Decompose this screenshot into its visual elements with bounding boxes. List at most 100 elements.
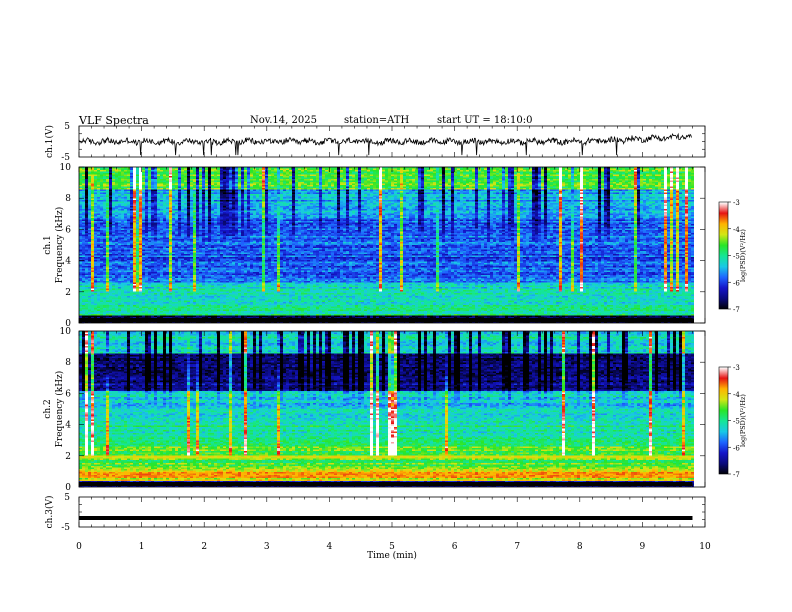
- spec1-cell: [325, 169, 328, 171]
- spec1-cell: [286, 173, 289, 175]
- spec1-cell: [646, 169, 649, 171]
- spec1-cell: [448, 173, 451, 175]
- spec1-cell: [682, 172, 685, 174]
- spec1-cell: [598, 170, 601, 172]
- spec1-cell: [385, 169, 388, 171]
- spec1-cell: [481, 172, 484, 174]
- spec1-cell: [415, 169, 418, 171]
- spec1-cell: [133, 172, 136, 174]
- spec1-cell: [301, 173, 304, 175]
- spec1-cell: [667, 170, 670, 172]
- spec1-cell: [430, 169, 433, 171]
- spec1-cell: [157, 173, 160, 175]
- spec1-cell: [595, 169, 598, 171]
- spec1-cell: [583, 169, 586, 171]
- spec1-cell: [337, 169, 340, 171]
- spec1-cell: [292, 170, 295, 172]
- spec1-cell: [628, 170, 631, 172]
- spec1-cell: [334, 169, 337, 171]
- spec1-cell: [571, 172, 574, 174]
- spec1-cell: [589, 170, 592, 172]
- spec1-cell: [259, 173, 262, 175]
- spec1-cell: [661, 172, 664, 174]
- spec1-cell: [310, 173, 313, 175]
- spec1-cell: [193, 170, 196, 172]
- spec1-cell: [238, 172, 241, 174]
- spec1-cell: [505, 169, 508, 171]
- spec1-cell: [391, 173, 394, 175]
- spec1-cell: [355, 172, 358, 174]
- spec1-cell: [367, 172, 370, 174]
- spec1-cell: [580, 173, 583, 175]
- spec1-cell: [658, 172, 661, 174]
- spec1-cell: [679, 169, 682, 171]
- spec1-cell: [427, 172, 430, 174]
- spec1-cell: [433, 173, 436, 175]
- spec1-cell: [277, 170, 280, 172]
- spec1-cell: [322, 170, 325, 172]
- spec1-cell: [376, 172, 379, 174]
- spec1-cell: [130, 173, 133, 175]
- spec1-cell: [199, 173, 202, 175]
- spec1-cell: [178, 172, 181, 174]
- spec1-cell: [463, 169, 466, 171]
- spec1-cell: [607, 173, 610, 175]
- spec1-cell: [169, 173, 172, 175]
- spec1-cell: [493, 169, 496, 171]
- spec1-cell: [574, 172, 577, 174]
- spec1-cell: [529, 173, 532, 175]
- spec1-cell: [592, 170, 595, 172]
- spec1-cell: [445, 172, 448, 174]
- spec1-cell: [286, 172, 289, 174]
- spec1-cell: [157, 170, 160, 172]
- spec1-cell: [556, 169, 559, 171]
- spec1-cell: [646, 170, 649, 172]
- spec1-cell: [394, 173, 397, 175]
- spec1-cell: [298, 172, 301, 174]
- spec1-cell: [397, 173, 400, 175]
- spec1-cell: [430, 172, 433, 174]
- spec1-cell: [364, 173, 367, 175]
- spec1-cell: [505, 172, 508, 174]
- spec1-cell: [280, 173, 283, 175]
- spec1-cell: [115, 172, 118, 174]
- spec1-cell: [640, 173, 643, 175]
- spec1-cell: [376, 170, 379, 172]
- spec1-cell: [616, 170, 619, 172]
- spec1-cell: [670, 170, 673, 172]
- spec1-cell: [319, 170, 322, 172]
- spec1-cell: [148, 173, 151, 175]
- spec1-cell: [268, 173, 271, 175]
- spec1-cell: [568, 170, 571, 172]
- spec1-cell: [379, 172, 382, 174]
- spec1-cell: [628, 173, 631, 175]
- spec1-cell: [331, 173, 334, 175]
- spec1-cell: [250, 169, 253, 171]
- spec1-cell: [208, 172, 211, 174]
- spec1-cell: [571, 169, 574, 171]
- spec1-cell: [424, 170, 427, 172]
- spec1-cell: [247, 173, 250, 175]
- spec1-cell: [499, 170, 502, 172]
- spec1-cell: [640, 170, 643, 172]
- spec1-cell: [313, 173, 316, 175]
- spec1-cell: [421, 172, 424, 174]
- spec1-cell: [343, 170, 346, 172]
- spec1-cell: [157, 172, 160, 174]
- spec1-cell: [631, 169, 634, 171]
- spec1-cell: [370, 169, 373, 171]
- spec1-cell: [598, 172, 601, 174]
- spec1-cell: [193, 172, 196, 174]
- spec1-cell: [145, 170, 148, 172]
- spec1-cell: [106, 173, 109, 175]
- spec1-cell: [118, 169, 121, 171]
- spec1-cell: [565, 172, 568, 174]
- spec1-cell: [442, 169, 445, 171]
- spec1-cell: [484, 170, 487, 172]
- spec1-cell: [634, 169, 637, 171]
- spec1-cell: [370, 170, 373, 172]
- spec1-cell: [385, 173, 388, 175]
- spec1-cell: [457, 169, 460, 171]
- spec1-cell: [502, 173, 505, 175]
- spec1-cell: [460, 172, 463, 174]
